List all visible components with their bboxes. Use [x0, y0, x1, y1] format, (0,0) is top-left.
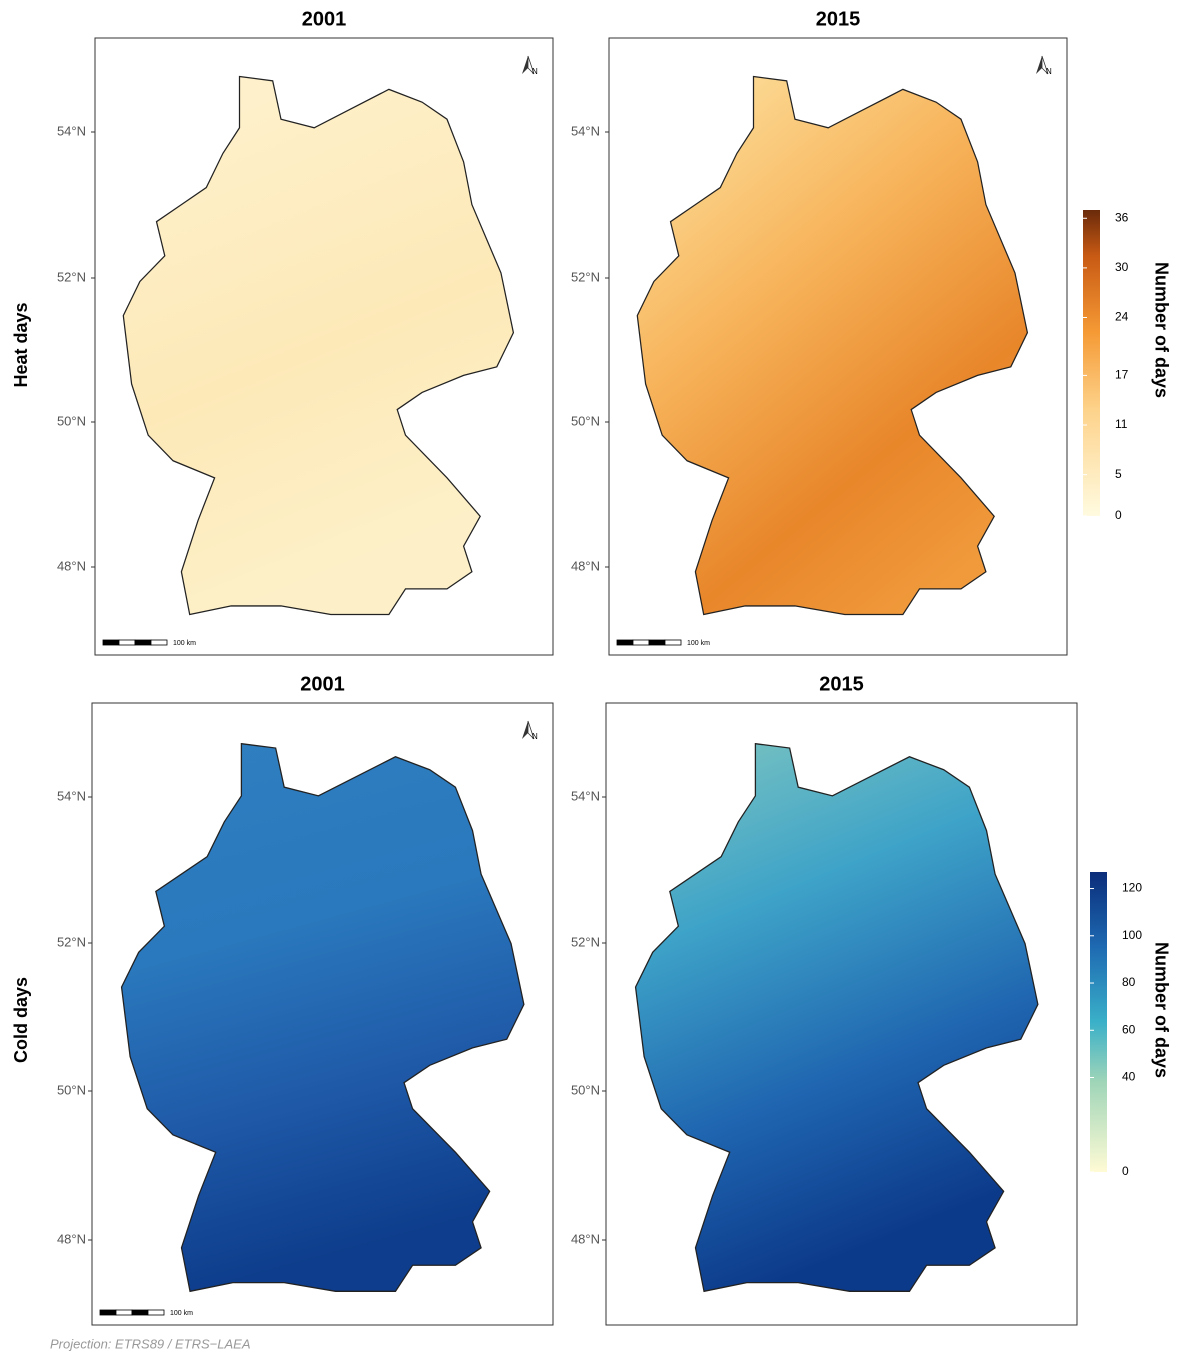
lat-label: 48°N — [571, 558, 600, 573]
colorbar-tick-label: 40 — [1122, 1070, 1136, 1084]
colorbar-tick-label: 5 — [1115, 467, 1122, 481]
colorbar-label: Number of days — [1151, 262, 1171, 398]
colorbar-tick-label: 120 — [1122, 881, 1142, 895]
colorbar-tick-label: 24 — [1115, 310, 1129, 324]
scale-bar — [132, 1310, 148, 1315]
scale-bar — [151, 640, 167, 645]
colorbar-tick-label: 30 — [1115, 260, 1129, 274]
lat-label: 52°N — [571, 934, 600, 949]
colorbar-tick-label: 100 — [1122, 928, 1142, 942]
north-label: N — [1046, 67, 1052, 76]
panel-title: 2001 — [302, 8, 347, 30]
colorbar-tick-label: 60 — [1122, 1022, 1136, 1036]
colorbar-tick-label: 80 — [1122, 975, 1136, 989]
lat-label: 52°N — [57, 269, 86, 284]
lat-label: 48°N — [57, 1231, 86, 1246]
scale-bar — [116, 1310, 132, 1315]
colorbar — [1083, 210, 1100, 516]
scale-bar — [665, 640, 681, 645]
scale-label: 100 km — [170, 1310, 193, 1317]
row-label: Cold days — [11, 977, 31, 1063]
lat-label: 50°N — [571, 413, 600, 428]
colorbar-tick-label: 17 — [1115, 368, 1129, 382]
colorbar-tick-label: 0 — [1115, 508, 1122, 522]
scale-bar — [617, 640, 633, 645]
lat-label: 52°N — [57, 934, 86, 949]
scale-bar — [119, 640, 135, 645]
footnote: Projection: ETRS89 / ETRS−LAEA — [50, 1336, 251, 1351]
figure: Heat days Cold days Projection: ETRS89 /… — [0, 0, 1180, 1356]
scale-label: 100 km — [687, 640, 710, 647]
scale-bar — [135, 640, 151, 645]
lat-label: 48°N — [571, 1231, 600, 1246]
lat-label: 54°N — [57, 788, 86, 803]
scale-bar — [100, 1310, 116, 1315]
lat-label: 48°N — [57, 558, 86, 573]
panel-title: 2015 — [819, 673, 864, 695]
panel-title: 2015 — [816, 8, 861, 30]
lat-label: 54°N — [57, 123, 86, 138]
colorbar-tick-label: 11 — [1115, 417, 1128, 431]
row-label: Heat days — [11, 302, 31, 387]
lat-label: 54°N — [571, 123, 600, 138]
lat-label: 54°N — [571, 788, 600, 803]
colorbar-label: Number of days — [1151, 942, 1171, 1078]
panel-title: 2001 — [300, 673, 345, 695]
scale-label: 100 km — [173, 640, 196, 647]
north-label: N — [532, 67, 538, 76]
north-label: N — [532, 732, 538, 741]
lat-label: 52°N — [571, 269, 600, 284]
colorbar-tick-label: 0 — [1122, 1164, 1129, 1178]
scale-bar — [649, 640, 665, 645]
lat-label: 50°N — [57, 413, 86, 428]
scale-bar — [633, 640, 649, 645]
scale-bar — [148, 1310, 164, 1315]
colorbar — [1090, 872, 1107, 1172]
lat-label: 50°N — [571, 1082, 600, 1097]
lat-label: 50°N — [57, 1082, 86, 1097]
scale-bar — [103, 640, 119, 645]
colorbar-tick-label: 36 — [1115, 210, 1129, 224]
